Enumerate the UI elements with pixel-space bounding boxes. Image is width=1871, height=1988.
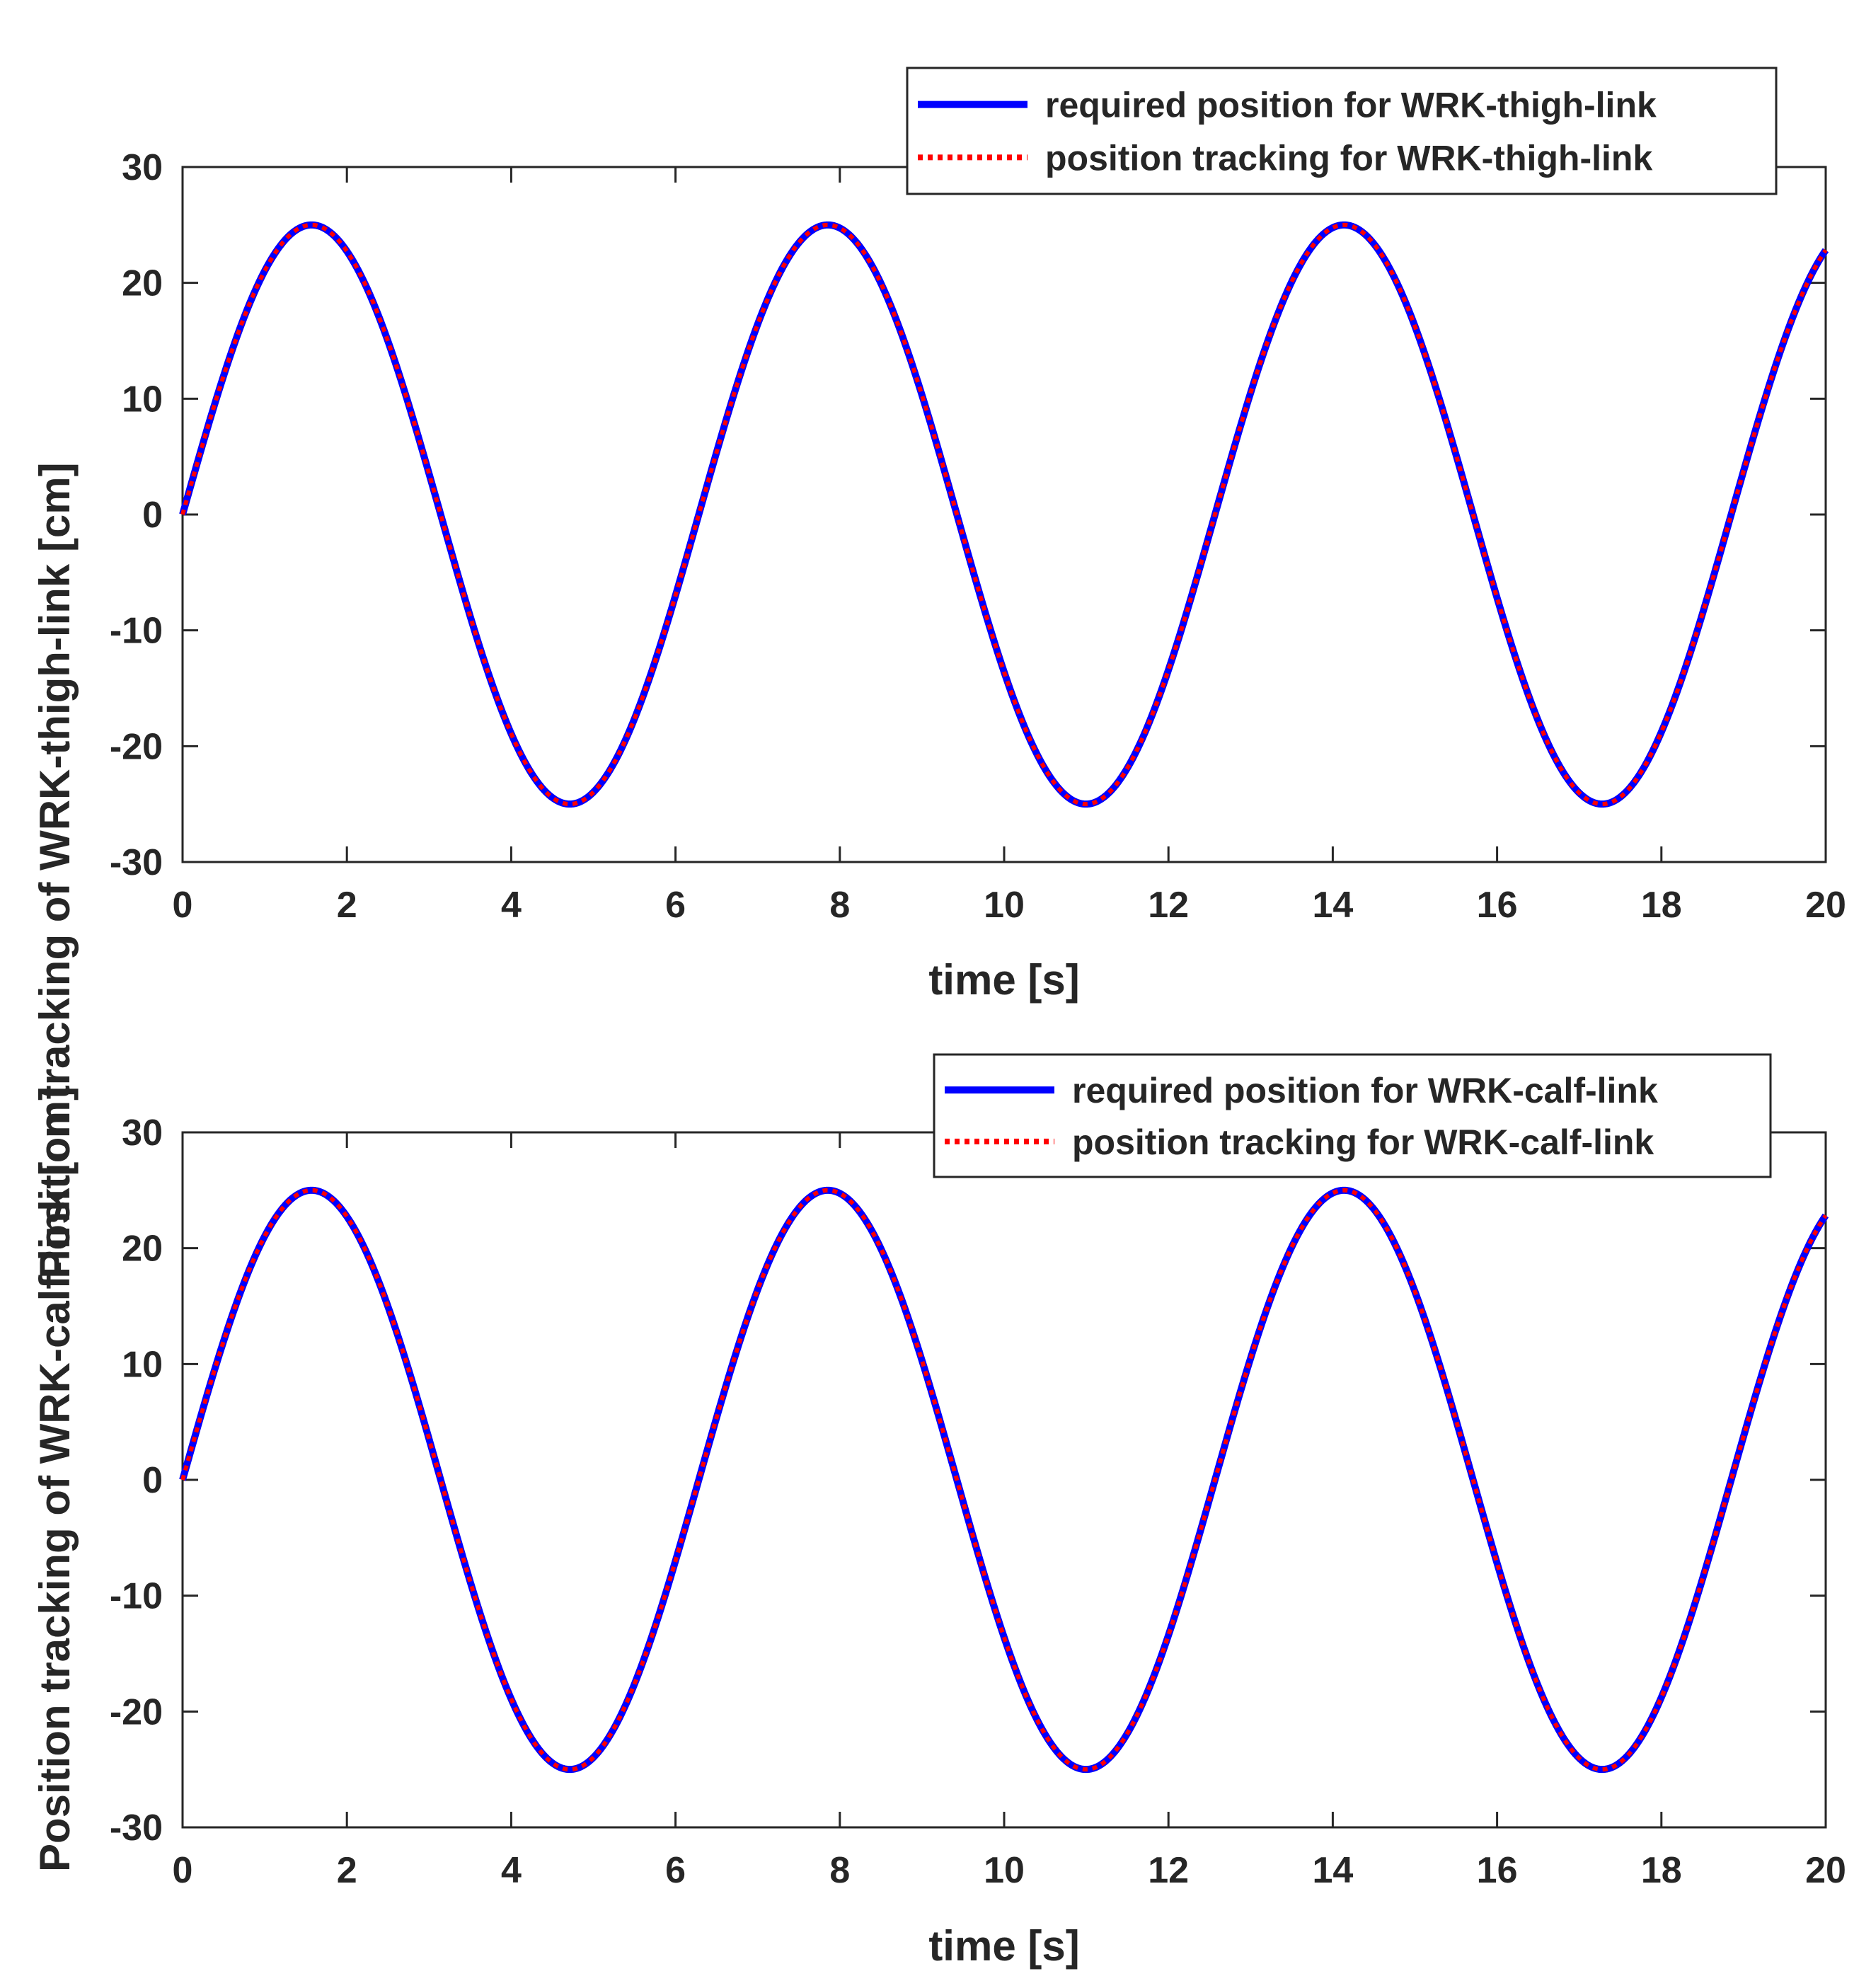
chart-1: 0 2 4 6 8 10 12 14 16 18 20 -30 -20 -10 0 10 20 30 time [s… <box>31 67 1846 1279</box>
y-tick-label: 30 <box>122 1113 163 1154</box>
x-tick-label: 16 <box>1477 885 1518 926</box>
x-tick-label: 2 <box>337 885 357 926</box>
x-tick-label: 8 <box>829 1850 850 1891</box>
y-axis-label: Position tracking of WRK-calf-link [cm] <box>31 1086 79 1872</box>
legend-entry-tracking: position tracking for WRK-thigh-link <box>1045 138 1652 178</box>
y-tick-label: -10 <box>110 1576 163 1617</box>
x-tick-label: 12 <box>1148 1850 1189 1891</box>
y-tick-label: -20 <box>110 726 163 767</box>
y-tick-label: 10 <box>122 379 163 420</box>
x-tick-label: 20 <box>1805 885 1846 926</box>
legend-entry-required: required position for WRK-thigh-link <box>1045 86 1657 125</box>
x-tick-label: 12 <box>1148 885 1189 926</box>
x-tick-label: 14 <box>1312 885 1353 926</box>
x-axis-label: time [s] <box>928 956 1079 1004</box>
y-tick-label: -20 <box>110 1691 163 1733</box>
x-tick-label: 4 <box>501 1850 522 1891</box>
x-tick-label: 6 <box>665 1850 686 1891</box>
y-tick-label: -30 <box>110 842 163 883</box>
x-tick-label: 10 <box>984 885 1025 926</box>
axes-box <box>181 166 1827 863</box>
y-tick-label: 10 <box>122 1344 163 1385</box>
x-tick-label: 2 <box>337 1850 357 1891</box>
series-line-tracking <box>180 1188 1828 1772</box>
x-tick-label: 20 <box>1805 1850 1846 1891</box>
x-tick-label: 14 <box>1312 1850 1353 1891</box>
legend-entry-tracking: position tracking for WRK-calf-link <box>1072 1122 1654 1162</box>
y-tick-label: 0 <box>142 1460 163 1501</box>
y-tick-label: 20 <box>122 263 163 304</box>
series-line-tracking <box>180 222 1828 807</box>
legend-box <box>933 1053 1772 1178</box>
x-tick-label: 16 <box>1477 1850 1518 1891</box>
x-tick-label: 0 <box>173 885 193 926</box>
x-tick-label: 6 <box>665 885 686 926</box>
legend: required position for WRK-thigh-link posi… <box>906 67 1778 195</box>
axes-box <box>181 1131 1827 1829</box>
y-axis-label: Position tracking of WRK-thigh-link [cm] <box>31 462 79 1278</box>
x-axis-label: time [s] <box>928 1922 1079 1970</box>
y-tick-label: 0 <box>142 495 163 536</box>
legend-box <box>906 67 1778 195</box>
legend: required position for WRK-calf-link posit… <box>933 1053 1772 1178</box>
x-tick-label: 4 <box>501 885 522 926</box>
x-tick-label: 10 <box>984 1850 1025 1891</box>
x-tick-label: 8 <box>829 885 850 926</box>
y-tick-label: -10 <box>110 611 163 652</box>
y-tick-label: 20 <box>122 1229 163 1270</box>
y-tick-label: -30 <box>110 1808 163 1849</box>
x-tick-label: 18 <box>1641 885 1682 926</box>
legend-entry-required: required position for WRK-calf-link <box>1072 1071 1658 1110</box>
x-tick-label: 0 <box>173 1850 193 1891</box>
y-tick-label: 30 <box>122 147 163 188</box>
chart-2: 0 2 4 6 8 10 12 14 16 18 20 -30 -20 -10 0 10 20 30 time [s… <box>31 1053 1846 1970</box>
x-tick-label: 18 <box>1641 1850 1682 1891</box>
